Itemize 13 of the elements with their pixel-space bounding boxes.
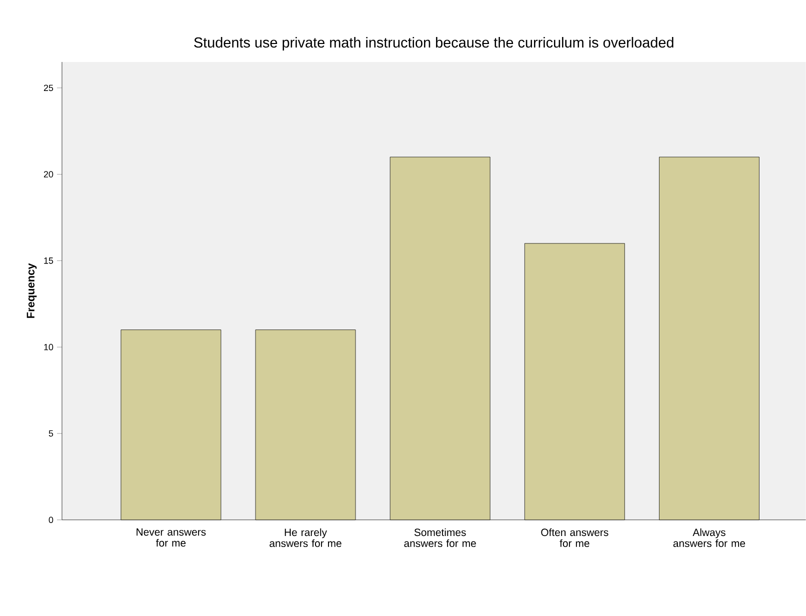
y-tick-label: 5 [48, 430, 54, 437]
y-tick-label: 15 [44, 258, 54, 264]
x-tick-label: He rarely answers for me [270, 528, 342, 548]
y-tick-label: 20 [44, 171, 54, 178]
x-tick-label: Often answers for me [541, 528, 608, 548]
y-axis-title: Frequency [26, 263, 37, 318]
y-tick-label: 0 [48, 516, 54, 524]
x-tick-label: Never answers for me [136, 528, 206, 547]
y-tick-label: 25 [44, 84, 54, 92]
chart-title: Students use private math instruction because the curriculum is overloaded [194, 37, 674, 51]
x-tick-label: Always answers for me [673, 528, 746, 548]
x-tick-label: Sometimes answers for me [404, 528, 476, 548]
y-tick-label: 10 [44, 344, 54, 350]
